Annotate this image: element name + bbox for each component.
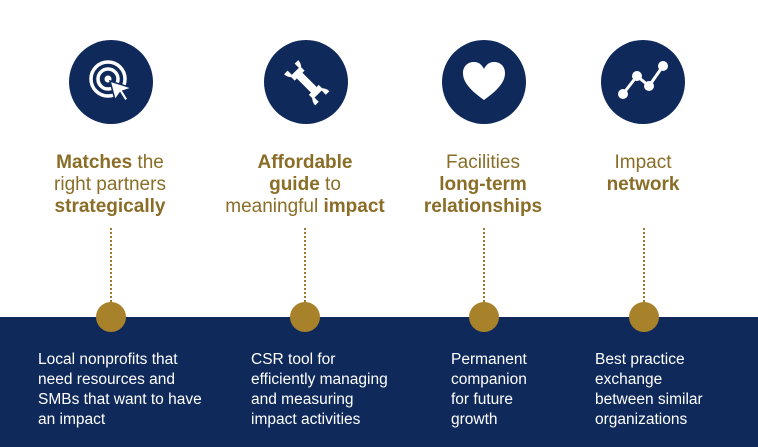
feature-3-description: Permanent companion for future growth xyxy=(451,351,527,428)
feature-1-node xyxy=(96,302,126,332)
feature-4-description: Best practice exchange between similar o… xyxy=(595,351,703,428)
network-graph-icon xyxy=(618,61,668,99)
wrench-icon xyxy=(284,60,330,106)
feature-4-icon-circle xyxy=(601,40,685,124)
feature-1-icon-circle xyxy=(69,40,153,124)
feature-2-title: Affordable guide to meaningful impact xyxy=(225,152,385,217)
feature-3-icon-circle xyxy=(442,40,526,124)
feature-2-node xyxy=(290,302,320,332)
navy-band xyxy=(0,317,758,447)
feature-2-description: CSR tool for efficiently managing and me… xyxy=(251,351,388,428)
feature-4-connector xyxy=(643,228,645,302)
feature-1-title: Matches the right partners strategically xyxy=(54,152,166,217)
feature-1-connector xyxy=(110,228,112,302)
feature-3-connector xyxy=(483,228,485,302)
feature-4-title: Impact network xyxy=(606,152,680,195)
feature-3-title: Facilities long-term relationships xyxy=(423,152,543,217)
feature-3-node xyxy=(469,302,499,332)
feature-2-connector xyxy=(304,228,306,302)
feature-2-icon-circle xyxy=(264,40,348,124)
feature-4-node xyxy=(629,302,659,332)
feature-1-description: Local nonprofits that need resources and… xyxy=(38,351,202,428)
heart-icon xyxy=(463,62,505,100)
target-cursor-icon xyxy=(89,60,135,103)
